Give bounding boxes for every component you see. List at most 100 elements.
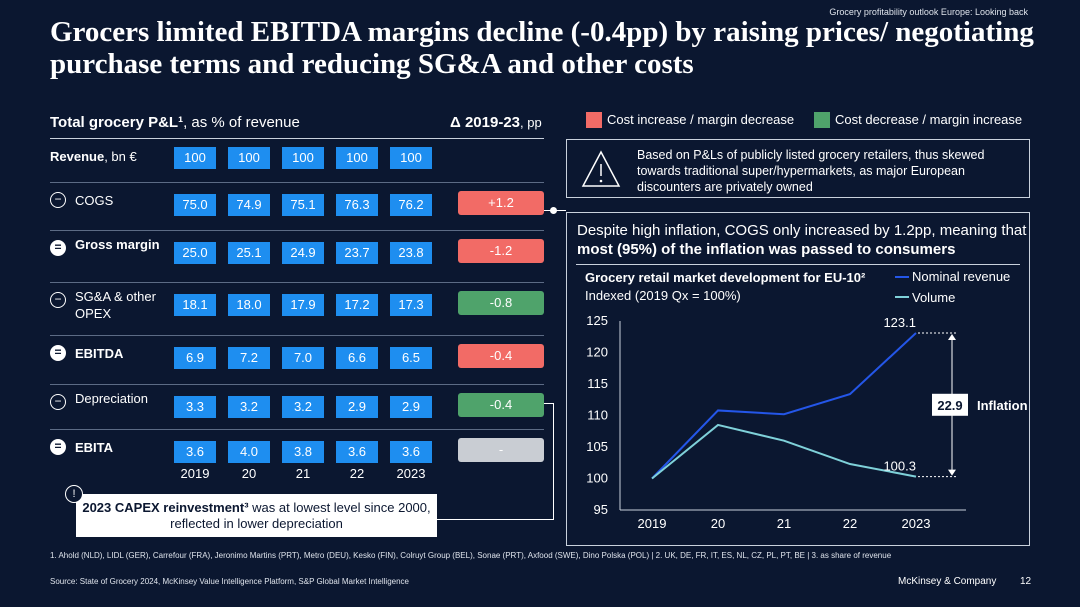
value-cell: 76.3 (336, 194, 378, 216)
revenue-cell: 100 (390, 147, 432, 169)
value-cell: 4.0 (228, 441, 270, 463)
revenue-cell: 100 (228, 147, 270, 169)
value-cell: 7.0 (282, 347, 324, 369)
value-cell: 3.2 (228, 396, 270, 418)
year-label: 21 (295, 466, 311, 481)
x-tick-label: 22 (843, 516, 857, 531)
chart-subtitle: Indexed (2019 Qx = 100%) (585, 288, 741, 303)
delta-title: Δ 2019-23, pp (450, 114, 542, 131)
series-line-0 (651, 332, 917, 480)
operator-icon: = (50, 345, 66, 361)
arrow-head-down (948, 469, 956, 476)
operator-icon: = (50, 439, 66, 455)
legend-red-swatch (586, 112, 602, 128)
top-value-label: 123.1 (883, 315, 916, 330)
connector (556, 210, 566, 211)
value-cell: 75.1 (282, 194, 324, 216)
legend-nominal-line (895, 276, 909, 278)
x-tick-label: 2019 (638, 516, 667, 531)
value-cell: 6.6 (336, 347, 378, 369)
revenue-cell: 100 (174, 147, 216, 169)
operator-icon: − (50, 394, 66, 410)
year-label: 20 (241, 466, 257, 481)
value-cell: 17.3 (390, 294, 432, 316)
page-title: Grocers limited EBITDA margins decline (… (50, 16, 1034, 80)
operator-icon: − (50, 192, 66, 208)
value-cell: 3.6 (336, 441, 378, 463)
delta-badge: +1.2 (458, 191, 544, 215)
note-text: Based on P&Ls of publicly listed grocery… (637, 148, 985, 194)
value-cell: 6.5 (390, 347, 432, 369)
bottom-value-label: 100.3 (883, 459, 916, 474)
delta-badge: -0.4 (458, 393, 544, 417)
value-cell: 3.8 (282, 441, 324, 463)
inflation-panel (566, 212, 1030, 546)
series-line-1 (651, 423, 917, 480)
value-cell: 17.9 (282, 294, 324, 316)
row-label: Depreciation (75, 391, 148, 406)
value-cell: 2.9 (390, 396, 432, 418)
y-tick-label: 125 (586, 313, 608, 328)
value-cell: 24.9 (282, 242, 324, 264)
line-chart: 125 120 115 110 105 100 95 2019 20 21 22 2023 123.1 1… (586, 313, 1027, 531)
arrow-head-up (948, 333, 956, 340)
panel-text: Despite high inflation, COGS only increa… (577, 222, 1027, 258)
row-divider (50, 230, 544, 231)
revenue-cell: 100 (336, 147, 378, 169)
value-cell: 76.2 (390, 194, 432, 216)
y-tick-label: 95 (594, 502, 608, 517)
value-cell: 25.1 (228, 242, 270, 264)
connector (544, 403, 554, 404)
chart-title: Grocery retail market development for EU… (585, 270, 866, 285)
value-cell: 7.2 (228, 347, 270, 369)
legend-nominal: Nominal revenue (912, 269, 1011, 284)
value-cell: 3.6 (390, 441, 432, 463)
y-tick-label: 120 (586, 345, 608, 360)
value-cell: 3.3 (174, 396, 216, 418)
year-label: 2019 (180, 466, 210, 481)
y-tick-label: 105 (586, 439, 608, 454)
year-label: 22 (349, 466, 365, 481)
header-divider (50, 138, 544, 139)
value-cell: 3.6 (174, 441, 216, 463)
value-cell: 18.0 (228, 294, 270, 316)
panel-divider (576, 264, 1020, 265)
value-cell: 74.9 (228, 194, 270, 216)
year-label: 2023 (396, 466, 426, 481)
row-label: EBITA (75, 440, 114, 455)
gap-value: 22.9 (937, 398, 962, 413)
row-label: Gross margin (75, 237, 160, 252)
y-tick-label: 110 (587, 408, 608, 423)
value-cell: 18.1 (174, 294, 216, 316)
revenue-cell: 100 (282, 147, 324, 169)
row-label: EBITDA (75, 346, 124, 361)
x-tick-label: 2023 (902, 516, 931, 531)
connector (553, 403, 554, 520)
legend-increase: Cost increase / margin decrease (607, 112, 795, 127)
value-cell: 75.0 (174, 194, 216, 216)
row-label: SG&A & other OPEX (75, 289, 156, 321)
legend-green-swatch (814, 112, 830, 128)
delta-badge: - (458, 438, 544, 462)
value-cell: 6.9 (174, 347, 216, 369)
y-tick-label: 115 (587, 376, 608, 391)
row-divider (50, 429, 544, 430)
value-cell: 23.8 (390, 242, 432, 264)
info-icon: ! (65, 485, 83, 503)
value-cell: 17.2 (336, 294, 378, 316)
section-tag: Grocery profitability outlook Europe: Lo… (829, 7, 1028, 17)
connector-dot (550, 207, 557, 214)
row-divider (50, 282, 544, 283)
x-tick-label: 20 (711, 516, 725, 531)
operator-icon: = (50, 240, 66, 256)
source: Source: State of Grocery 2024, McKinsey … (50, 577, 409, 586)
row-divider (50, 335, 544, 336)
footnote: 1. Ahold (NLD), LIDL (GER), Carrefour (F… (50, 551, 892, 560)
capex-callout: 2023 CAPEX reinvestment³ was at lowest l… (76, 494, 437, 537)
note-box: Based on P&Ls of publicly listed grocery… (566, 139, 1030, 198)
gap-badge (932, 393, 968, 416)
delta-badge: -1.2 (458, 239, 544, 263)
revenue-label: Revenue, bn € (50, 149, 137, 164)
connector (437, 519, 554, 520)
page-number: 12 (1020, 576, 1032, 587)
